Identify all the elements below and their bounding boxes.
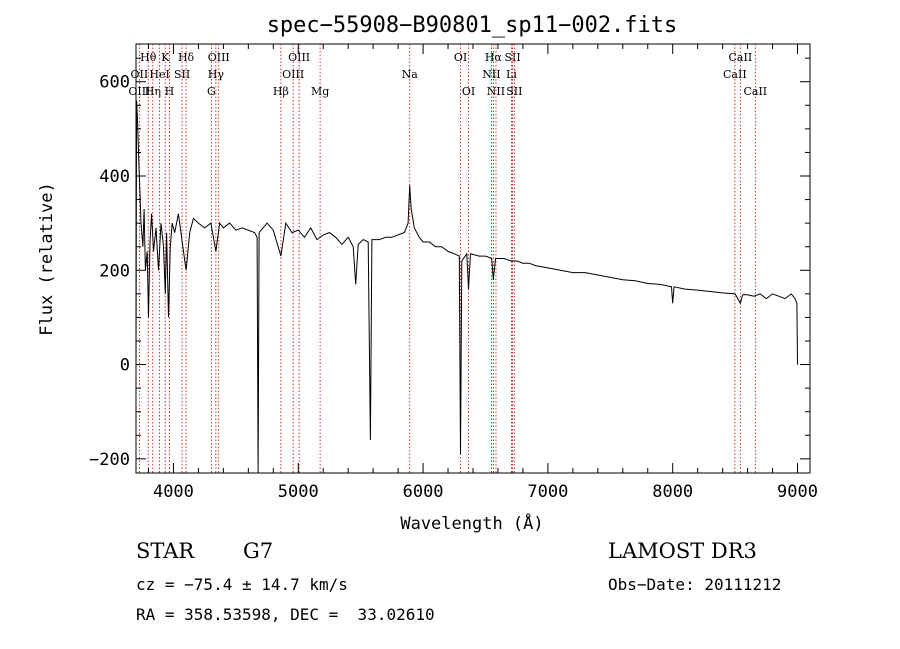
line-marker-label: SII: [504, 51, 520, 64]
y-tick-label: 0: [120, 356, 130, 376]
line-marker-label: Hα: [485, 51, 503, 64]
x-tick-label: 6000: [403, 482, 444, 502]
line-marker-label: Mg: [311, 85, 329, 98]
y-tick-label: 200: [99, 261, 130, 281]
line-marker-label: OI: [454, 51, 467, 64]
plot-frame: [135, 43, 811, 474]
line-marker-label: HeI: [149, 68, 169, 81]
line-marker-label: K: [161, 51, 170, 64]
y-tick-label: −200: [89, 450, 130, 470]
line-marker-label: OIII: [128, 85, 150, 98]
line-marker-label: OII: [131, 68, 149, 81]
x-axis-label: Wavelength (Å): [400, 512, 543, 534]
redshift-cz: cz = −75.4 ± 14.7 km/s: [136, 575, 348, 594]
y-tick-label: 400: [99, 167, 130, 187]
line-marker-label: CaII: [729, 51, 753, 64]
line-marker-label: H: [165, 85, 175, 98]
line-marker-label: Li: [506, 68, 517, 81]
line-marker-label: Na: [402, 68, 419, 81]
line-marker-label: OIII: [288, 51, 310, 64]
chart-title: spec−55908−B90801_sp11−002.fits: [267, 13, 678, 38]
line-marker-label: Hδ: [178, 51, 195, 64]
coordinates: RA = 358.53598, DEC = 33.02610: [136, 605, 435, 624]
line-marker-label: OIII: [208, 51, 230, 64]
y-axis-label: Flux (relative): [37, 182, 57, 336]
spectrum-line: [135, 100, 798, 474]
line-marker-label: OIII: [282, 68, 304, 81]
line-marker-label: Hη: [145, 85, 161, 98]
line-marker-label: CaII: [743, 85, 767, 98]
observation-date: Obs−Date: 20111212: [608, 575, 782, 594]
x-tick-label: 4000: [153, 482, 194, 502]
x-tick-label: 8000: [652, 482, 693, 502]
axis-ticks: 4000 5000 6000 7000 8000 9000 −200 0 200 400 600: [89, 44, 818, 502]
subclass: G7: [243, 539, 274, 563]
line-marker-label: NII: [482, 68, 500, 81]
x-tick-label: 7000: [527, 482, 568, 502]
line-marker-label: SII: [174, 68, 190, 81]
y-tick-label: 600: [99, 73, 130, 93]
line-marker-label: SII: [506, 85, 522, 98]
line-marker-label: Hθ: [140, 51, 157, 64]
survey-name: LAMOST DR3: [608, 539, 757, 563]
x-tick-label: 5000: [278, 482, 319, 502]
x-tick-label: 9000: [777, 482, 818, 502]
line-marker-label: Hγ: [208, 68, 225, 81]
line-marker-label: CaII: [723, 68, 747, 81]
line-marker-label: NII: [487, 85, 505, 98]
line-marker-label: G: [207, 85, 216, 98]
object-class: STAR: [136, 539, 195, 563]
line-marker-label: Hβ: [273, 85, 289, 98]
line-marker-label: OI: [462, 85, 475, 98]
